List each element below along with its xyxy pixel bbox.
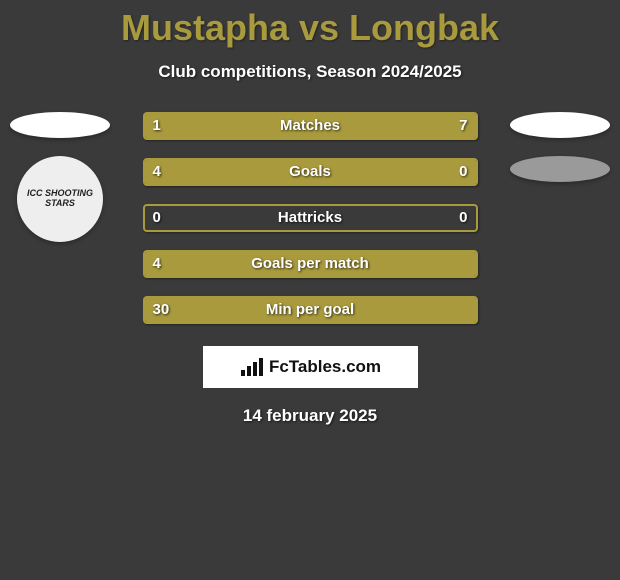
stat-bar: 17Matches [143,112,478,140]
stat-bar: 0 0Hattricks [143,204,478,232]
stat-value-left: 4 [145,160,169,184]
brand-bars-icon [239,356,267,378]
club-badge-text: ICC SHOOTING STARS [17,189,103,208]
page-title: Mustapha vs Longbak [0,0,620,48]
date-text: 14 february 2025 [0,406,620,426]
stat-fill-left [145,252,476,276]
stat-value-left: 30 [145,298,178,322]
left-side-column: ICC SHOOTING STARS [10,112,110,242]
stats-bars: 17Matches40Goals00Hattricks4Goals per ma… [143,112,478,324]
stat-value-right: 0 [451,206,475,230]
stat-label: Hattricks [145,206,476,230]
stat-fill-left [145,160,410,184]
player-ellipse-left [10,112,110,138]
stat-fill-left [145,298,476,322]
brand-box: FcTables.com [203,346,418,388]
stat-value-left: 0 [145,206,169,230]
player-ellipse-right [510,112,610,138]
stat-value-right: 7 [451,114,475,138]
brand-text: FcTables.com [269,357,381,377]
stat-fill-right [204,114,475,138]
main-layout: ICC SHOOTING STARS 17Matches40Goals00Hat… [0,112,620,324]
right-side-column [510,112,610,182]
subtitle: Club competitions, Season 2024/2025 [0,62,620,82]
club-badge-left: ICC SHOOTING STARS [17,156,103,242]
club-ellipse-right [510,156,610,182]
stat-value-left: 4 [145,252,169,276]
stat-bar: 30Min per goal [143,296,478,324]
stat-bar: 4Goals per match [143,250,478,278]
stat-bar: 40Goals [143,158,478,186]
stat-value-right: 0 [451,160,475,184]
stat-value-left: 1 [145,114,169,138]
